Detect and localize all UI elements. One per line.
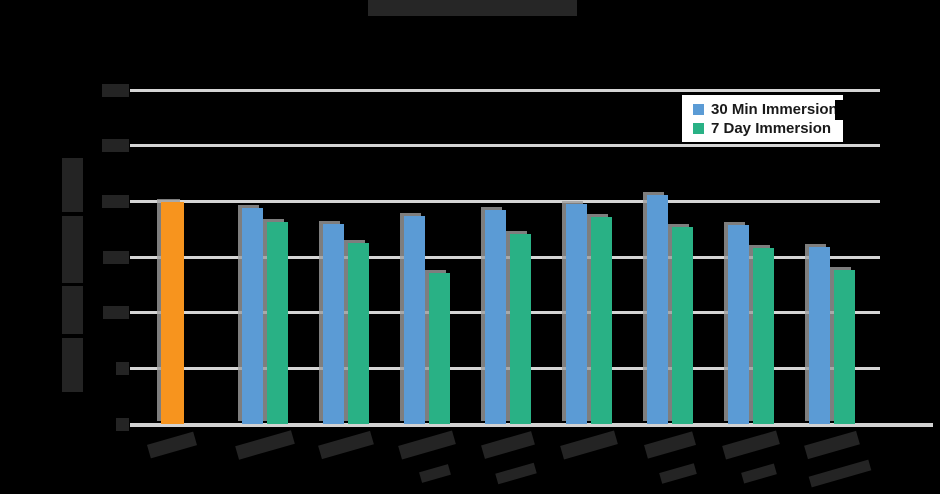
bar-30min-immersion	[485, 210, 506, 424]
x-tick-label-block	[560, 430, 618, 460]
y-tick-label-block	[116, 361, 129, 375]
bar-7day-immersion	[510, 233, 531, 424]
bar-7day-immersion	[834, 270, 855, 424]
y-axis-title-block	[62, 286, 83, 334]
x-tick-label-block	[318, 430, 374, 460]
bar-7day-immersion	[348, 242, 369, 424]
x-tick-label-block	[644, 431, 696, 459]
y-tick-label-block	[102, 194, 129, 208]
x-tick-label-block	[235, 430, 295, 460]
bar-7day-immersion	[753, 248, 774, 424]
x-tick-label-block-line2	[495, 462, 537, 485]
legend-swatch-30min-icon	[693, 104, 704, 115]
legend-overlap-artifact	[835, 100, 851, 120]
legend-item-7day: 7 Day Immersion	[693, 120, 831, 137]
legend-label-30min: 30 Min Immersion	[711, 101, 838, 118]
bar-7day-immersion	[672, 226, 693, 424]
x-tick-label-block-line2	[741, 463, 777, 484]
bar-30min-immersion	[728, 224, 749, 424]
bar-30min-immersion	[242, 208, 263, 424]
x-tick-label-block	[398, 430, 456, 460]
x-axis-line	[130, 423, 933, 427]
legend-item-30min: 30 Min Immersion	[693, 101, 838, 118]
y-axis-title-block	[62, 158, 83, 212]
gridline	[130, 199, 880, 203]
y-tick-label-block	[102, 83, 129, 97]
bar-7day-immersion	[267, 222, 288, 424]
y-tick-label-block	[116, 417, 129, 431]
x-tick-label-block	[804, 430, 860, 460]
gridline	[130, 88, 880, 92]
y-axis-title-block	[62, 216, 83, 283]
legend-label-7day: 7 Day Immersion	[711, 120, 832, 137]
legend: 30 Min Immersion 7 Day Immersion	[682, 95, 851, 142]
bar-30min-immersion	[809, 246, 830, 424]
y-tick-label-block	[103, 250, 129, 264]
legend-swatch-7day-icon	[693, 123, 704, 134]
bar-30min-immersion	[566, 203, 587, 424]
chart-title-block	[368, 0, 577, 16]
y-tick-label-block	[102, 139, 129, 153]
bar-30min-immersion	[323, 223, 344, 424]
x-tick-label-block-line2	[808, 459, 872, 488]
x-tick-label-block-line2	[419, 464, 451, 483]
x-tick-label-block	[147, 431, 197, 459]
x-tick-label-block	[481, 431, 535, 459]
bar-30min-immersion	[647, 194, 668, 424]
bar-30min-immersion	[404, 215, 425, 424]
x-tick-label-block	[722, 430, 780, 460]
bar-control	[161, 202, 184, 424]
y-tick-label-block	[103, 306, 129, 320]
x-tick-label-block-line2	[659, 463, 697, 484]
bar-7day-immersion	[429, 272, 450, 424]
bar-7day-immersion	[591, 216, 612, 424]
y-axis-title-block	[62, 338, 83, 392]
gridline	[130, 144, 880, 148]
